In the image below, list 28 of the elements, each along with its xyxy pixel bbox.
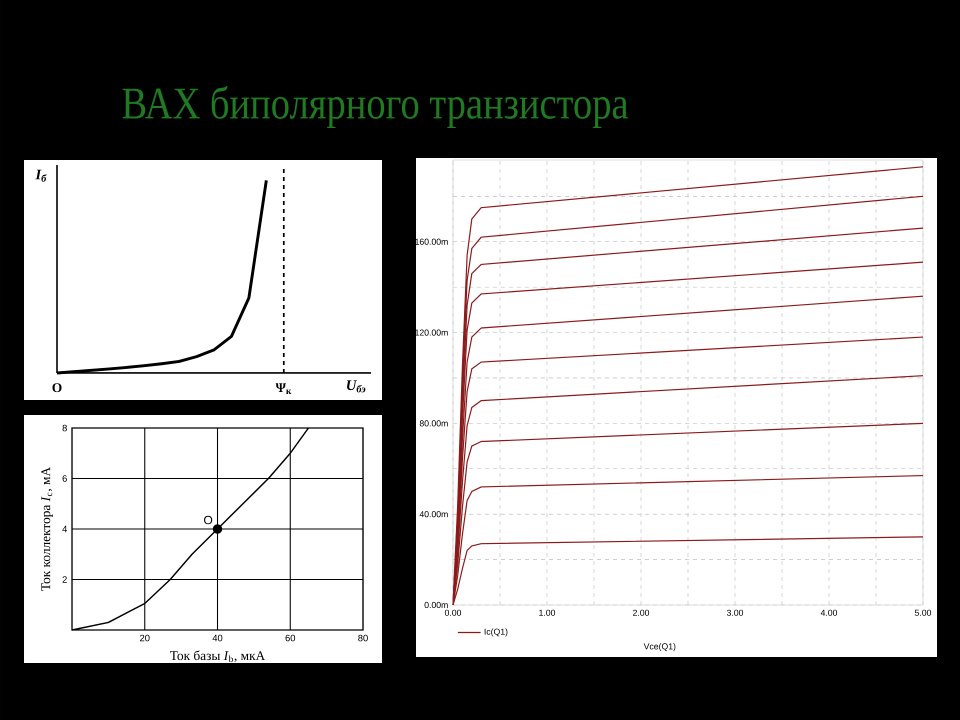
y-tick-label: 6	[62, 475, 67, 482]
annotation: O	[204, 516, 212, 524]
x-tick-label: 80	[358, 634, 368, 642]
y-tick-label: 80.00m	[420, 420, 448, 426]
x-tick-label: 20	[140, 634, 150, 642]
y-tick-label: 0.00m	[424, 602, 448, 608]
x-tick-label: 4.00	[820, 610, 838, 616]
x-axis-title: U$_{бэ}$	[346, 380, 366, 392]
x-tick-label: 2.00	[633, 610, 650, 616]
y-tick-label: 40.00m	[420, 511, 448, 518]
x-tick-label: 40	[212, 634, 222, 642]
y-axis-title: Ток коллектора I$_{c}$, мА	[41, 467, 53, 591]
y-axis-title: I$_{б}$	[35, 170, 47, 182]
x-axis-title: Vce(Q1)	[644, 643, 676, 652]
y-tick-label: 8	[62, 424, 67, 432]
y-tick-label: 2	[62, 576, 67, 583]
y-tick-label: 120.00m	[415, 329, 448, 336]
chart-title: ВАХ биполярного транзистора	[122, 86, 628, 128]
x-tick-label: 1.00	[539, 610, 556, 616]
x-tick-label: 3.00	[726, 610, 744, 616]
y-tick-label: 4	[62, 526, 68, 532]
x-axis-title: Ток базы I$_{b}$, мкА	[170, 650, 266, 662]
x-tick-label: 60	[286, 634, 296, 642]
legend-label: Ic(Q1)	[484, 628, 508, 636]
y-tick-label: 160.00m	[415, 238, 448, 245]
x-tick-label: 5.00	[914, 610, 932, 616]
x-tick-label: Ψ$_{к}$	[276, 383, 292, 394]
x-tick-label: 0.00	[444, 610, 462, 616]
